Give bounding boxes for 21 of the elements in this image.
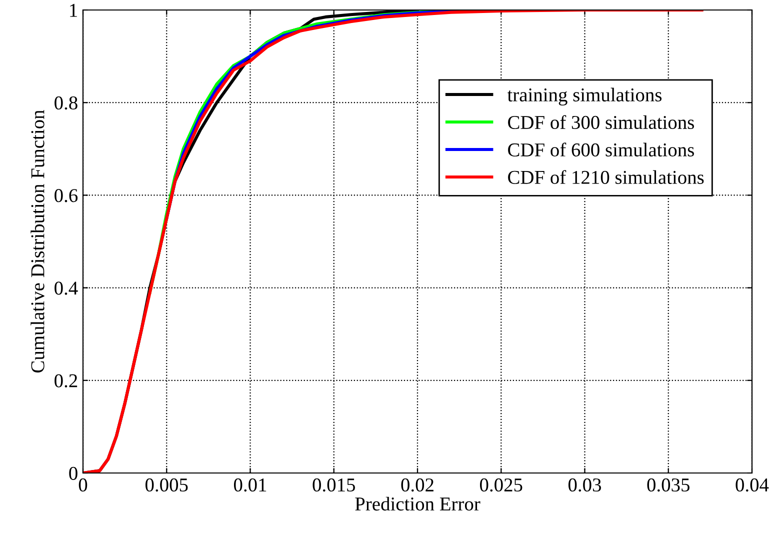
- x-tick-label: 0: [78, 478, 88, 492]
- x-tick-label: 0.03: [568, 478, 602, 492]
- x-tick-label: 0.015: [312, 478, 355, 492]
- y-tick-label: 0.2: [54, 374, 78, 388]
- y-tick-label: 0.6: [54, 189, 78, 202]
- x-tick-label: 0.02: [401, 478, 434, 492]
- y-tick-label: 1: [70, 4, 77, 17]
- x-axis-title: Prediction Error: [355, 496, 480, 511]
- legend-label: CDF of 1210 simulations: [508, 170, 704, 184]
- y-tick-label: 0.4: [54, 282, 78, 295]
- legend-label: CDF of 300 simulations: [508, 115, 694, 130]
- y-tick-label: 0: [69, 466, 78, 480]
- legend-label: CDF of 600 simulations: [508, 142, 694, 156]
- y-axis-title: Cumulative Distribution Function: [30, 110, 44, 372]
- x-tick-label: 0.025: [480, 478, 522, 492]
- legend-label: training simulations: [507, 88, 662, 106]
- x-tick-label: 0.005: [145, 478, 188, 492]
- y-tick-label: 0.8: [54, 96, 78, 110]
- x-tick-label: 0.01: [234, 478, 266, 492]
- x-tick-label: 0.035: [647, 478, 690, 492]
- x-tick-label: 0.04: [736, 478, 769, 492]
